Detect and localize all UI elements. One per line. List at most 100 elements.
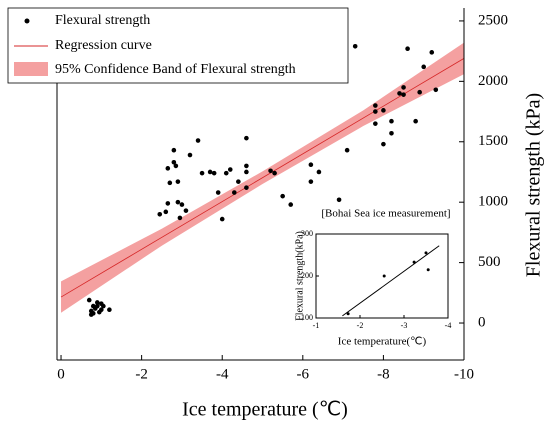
point <box>433 87 439 93</box>
y-tick-label: 300 <box>301 229 313 238</box>
point <box>244 185 249 190</box>
y-tick-label: 2000 <box>478 73 508 89</box>
y-tick-label: 2500 <box>478 12 508 28</box>
point <box>86 297 92 303</box>
point <box>397 91 402 96</box>
point <box>344 147 350 153</box>
x-tick-label: -8 <box>377 366 390 382</box>
y-tick-label: 1500 <box>478 133 508 149</box>
point <box>308 162 314 168</box>
point <box>389 118 394 124</box>
point <box>232 190 237 195</box>
x-tick-label: -4 <box>445 321 452 330</box>
point <box>424 251 428 255</box>
point <box>381 108 386 113</box>
point <box>94 300 100 305</box>
point <box>99 307 104 313</box>
inset-background <box>306 204 452 330</box>
legend-box <box>7 7 349 84</box>
point <box>107 307 112 313</box>
point <box>421 64 427 70</box>
point <box>88 312 94 317</box>
point <box>381 141 386 147</box>
point <box>373 121 378 126</box>
x-tick-label: -10 <box>454 366 474 382</box>
point <box>288 202 294 207</box>
y-axis-title: Flexural strength (kPa) <box>523 93 545 277</box>
point <box>268 168 273 174</box>
x-tick-label: 0 <box>57 366 65 382</box>
y-tick-label: 200 <box>301 271 313 280</box>
point <box>417 89 422 95</box>
point <box>401 85 406 90</box>
x-tick-label: -3 <box>401 321 408 330</box>
plot: 0 -2 -4 -6 -8 -10 0 500 1000 1500 2000 2500 Ice temp… <box>56 8 545 421</box>
point <box>167 180 173 186</box>
y-tick-label: 1000 <box>478 194 508 210</box>
legend-band <box>14 62 48 76</box>
point <box>219 216 225 222</box>
x-tick-label: -2 <box>135 366 148 382</box>
y-tick-label: 0 <box>478 314 486 330</box>
point <box>211 170 217 176</box>
point <box>177 215 183 221</box>
x-axis-title: Ice temperature(℃) <box>338 336 427 348</box>
inset-title: [Bohai Sea ice measurement] <box>321 208 450 220</box>
point <box>405 46 410 52</box>
x-tick-label: -2 <box>357 321 364 330</box>
legend-label: 95% Confidence Band of Flexural strength <box>55 62 296 77</box>
point <box>223 170 229 176</box>
point <box>389 131 394 136</box>
point <box>165 166 171 171</box>
point <box>173 163 179 169</box>
point <box>346 312 350 316</box>
regression-line <box>60 58 465 298</box>
point <box>101 303 106 309</box>
point <box>244 163 249 169</box>
point <box>227 167 233 172</box>
point <box>401 92 406 97</box>
y-tick-label: 500 <box>478 254 501 270</box>
point <box>382 274 386 278</box>
point <box>94 303 100 309</box>
point <box>316 169 322 175</box>
point <box>426 268 430 272</box>
point <box>336 197 342 203</box>
point <box>429 50 435 55</box>
point <box>183 208 189 213</box>
plot: -1 -2 -3 -4 100 200 300 Ice temperature(℃) Flexu… <box>294 204 452 348</box>
point <box>236 179 241 184</box>
point <box>215 190 221 195</box>
y-tick-label: 100 <box>301 313 313 322</box>
point <box>244 169 249 175</box>
point <box>175 179 181 184</box>
point <box>165 201 171 206</box>
x-tick-label: -6 <box>297 366 310 382</box>
point <box>175 199 181 205</box>
point <box>90 303 96 309</box>
x-tick-label: -1 <box>313 321 320 330</box>
x-axis-title: Ice temperature (℃) <box>182 399 348 421</box>
point <box>280 193 285 199</box>
legend: Flexural strength Regression curve 95% C… <box>7 7 349 84</box>
point <box>187 152 193 158</box>
point <box>272 170 277 176</box>
point <box>373 109 378 114</box>
point <box>157 211 163 217</box>
legend-label: Flexural strength <box>55 13 150 28</box>
point <box>163 209 169 215</box>
x-tick-label: -4 <box>216 366 229 382</box>
point <box>171 147 177 153</box>
point <box>195 138 201 143</box>
point <box>352 44 358 49</box>
point <box>373 103 378 108</box>
point <box>179 202 185 207</box>
y-axis-title: Flexural strength(kPa) <box>294 231 305 321</box>
point <box>412 260 416 264</box>
legend-marker <box>24 18 30 24</box>
regression-line <box>342 245 440 317</box>
point <box>199 170 205 176</box>
point <box>171 160 177 165</box>
point <box>207 169 213 175</box>
